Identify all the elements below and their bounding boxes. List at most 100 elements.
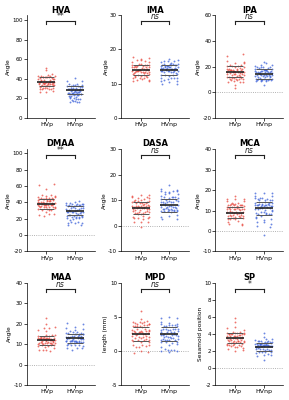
Point bbox=[136, 211, 141, 217]
Point bbox=[77, 330, 81, 337]
Point bbox=[145, 199, 150, 206]
Point bbox=[50, 82, 55, 88]
Point bbox=[144, 328, 149, 334]
Point bbox=[44, 202, 49, 209]
Point bbox=[254, 344, 259, 350]
Point bbox=[65, 82, 70, 89]
Point bbox=[238, 214, 242, 220]
Point bbox=[73, 324, 77, 330]
Point bbox=[147, 59, 152, 65]
Point bbox=[48, 77, 52, 83]
Point bbox=[76, 92, 81, 98]
Point bbox=[167, 349, 171, 355]
Point bbox=[260, 200, 264, 207]
Point bbox=[231, 206, 236, 212]
Point bbox=[147, 195, 152, 201]
Point bbox=[262, 342, 267, 349]
Point bbox=[136, 198, 140, 204]
Point bbox=[236, 338, 240, 344]
Point bbox=[261, 352, 266, 358]
Point bbox=[257, 338, 261, 345]
Point bbox=[172, 329, 177, 336]
Point bbox=[67, 93, 71, 99]
Point bbox=[135, 322, 140, 329]
Point bbox=[38, 84, 42, 90]
Point bbox=[137, 344, 142, 350]
Point bbox=[137, 209, 141, 215]
Point bbox=[48, 196, 53, 203]
Point bbox=[73, 74, 77, 81]
Point bbox=[40, 80, 45, 86]
Point bbox=[49, 340, 53, 346]
Point bbox=[168, 347, 173, 353]
Point bbox=[258, 341, 263, 348]
Point bbox=[225, 69, 229, 76]
Point bbox=[139, 329, 144, 335]
Point bbox=[264, 66, 269, 73]
Point bbox=[256, 211, 261, 217]
Point bbox=[258, 69, 262, 75]
Point bbox=[79, 209, 84, 215]
Point bbox=[239, 222, 244, 228]
Point bbox=[75, 335, 80, 342]
Point bbox=[161, 323, 166, 329]
Point bbox=[165, 329, 170, 336]
Point bbox=[52, 181, 56, 188]
Point bbox=[241, 344, 246, 351]
Point bbox=[40, 199, 45, 206]
Point bbox=[47, 325, 51, 331]
Point bbox=[240, 334, 244, 340]
Point bbox=[159, 348, 164, 354]
Point bbox=[48, 78, 53, 85]
Point bbox=[236, 204, 240, 210]
Point bbox=[170, 322, 174, 328]
Point bbox=[236, 210, 241, 216]
Point bbox=[165, 58, 170, 64]
Point bbox=[133, 74, 138, 80]
Point bbox=[73, 342, 77, 349]
Point bbox=[141, 213, 146, 219]
Point bbox=[175, 197, 180, 204]
Point bbox=[264, 210, 268, 216]
Point bbox=[175, 71, 180, 77]
Point bbox=[78, 91, 83, 97]
Point bbox=[264, 78, 268, 84]
Point bbox=[136, 328, 141, 335]
Point bbox=[171, 60, 175, 67]
Point bbox=[163, 72, 167, 78]
Point bbox=[132, 204, 136, 210]
Point bbox=[77, 206, 81, 212]
Point bbox=[260, 346, 265, 352]
Point bbox=[257, 75, 262, 81]
Point bbox=[165, 76, 170, 82]
Point bbox=[41, 85, 46, 92]
Point bbox=[140, 200, 144, 206]
Point bbox=[44, 185, 49, 192]
Point bbox=[51, 339, 56, 345]
Point bbox=[71, 94, 76, 101]
Point bbox=[226, 67, 231, 74]
Point bbox=[164, 333, 169, 340]
Point bbox=[255, 69, 260, 75]
Point bbox=[175, 60, 180, 67]
Point bbox=[145, 218, 150, 225]
Point bbox=[47, 86, 52, 92]
Point bbox=[241, 326, 246, 333]
Point bbox=[238, 332, 243, 338]
Point bbox=[70, 91, 75, 98]
Point bbox=[134, 344, 138, 350]
Point bbox=[130, 337, 135, 343]
Point bbox=[160, 199, 165, 206]
Point bbox=[66, 212, 71, 219]
Point bbox=[73, 202, 78, 208]
Point bbox=[230, 63, 235, 70]
Point bbox=[242, 60, 246, 66]
Point bbox=[65, 213, 69, 220]
Point bbox=[141, 196, 146, 202]
Point bbox=[45, 72, 50, 78]
Point bbox=[225, 346, 230, 352]
Point bbox=[37, 81, 41, 87]
Point bbox=[130, 199, 135, 205]
Point bbox=[262, 72, 267, 78]
Point bbox=[255, 72, 259, 78]
